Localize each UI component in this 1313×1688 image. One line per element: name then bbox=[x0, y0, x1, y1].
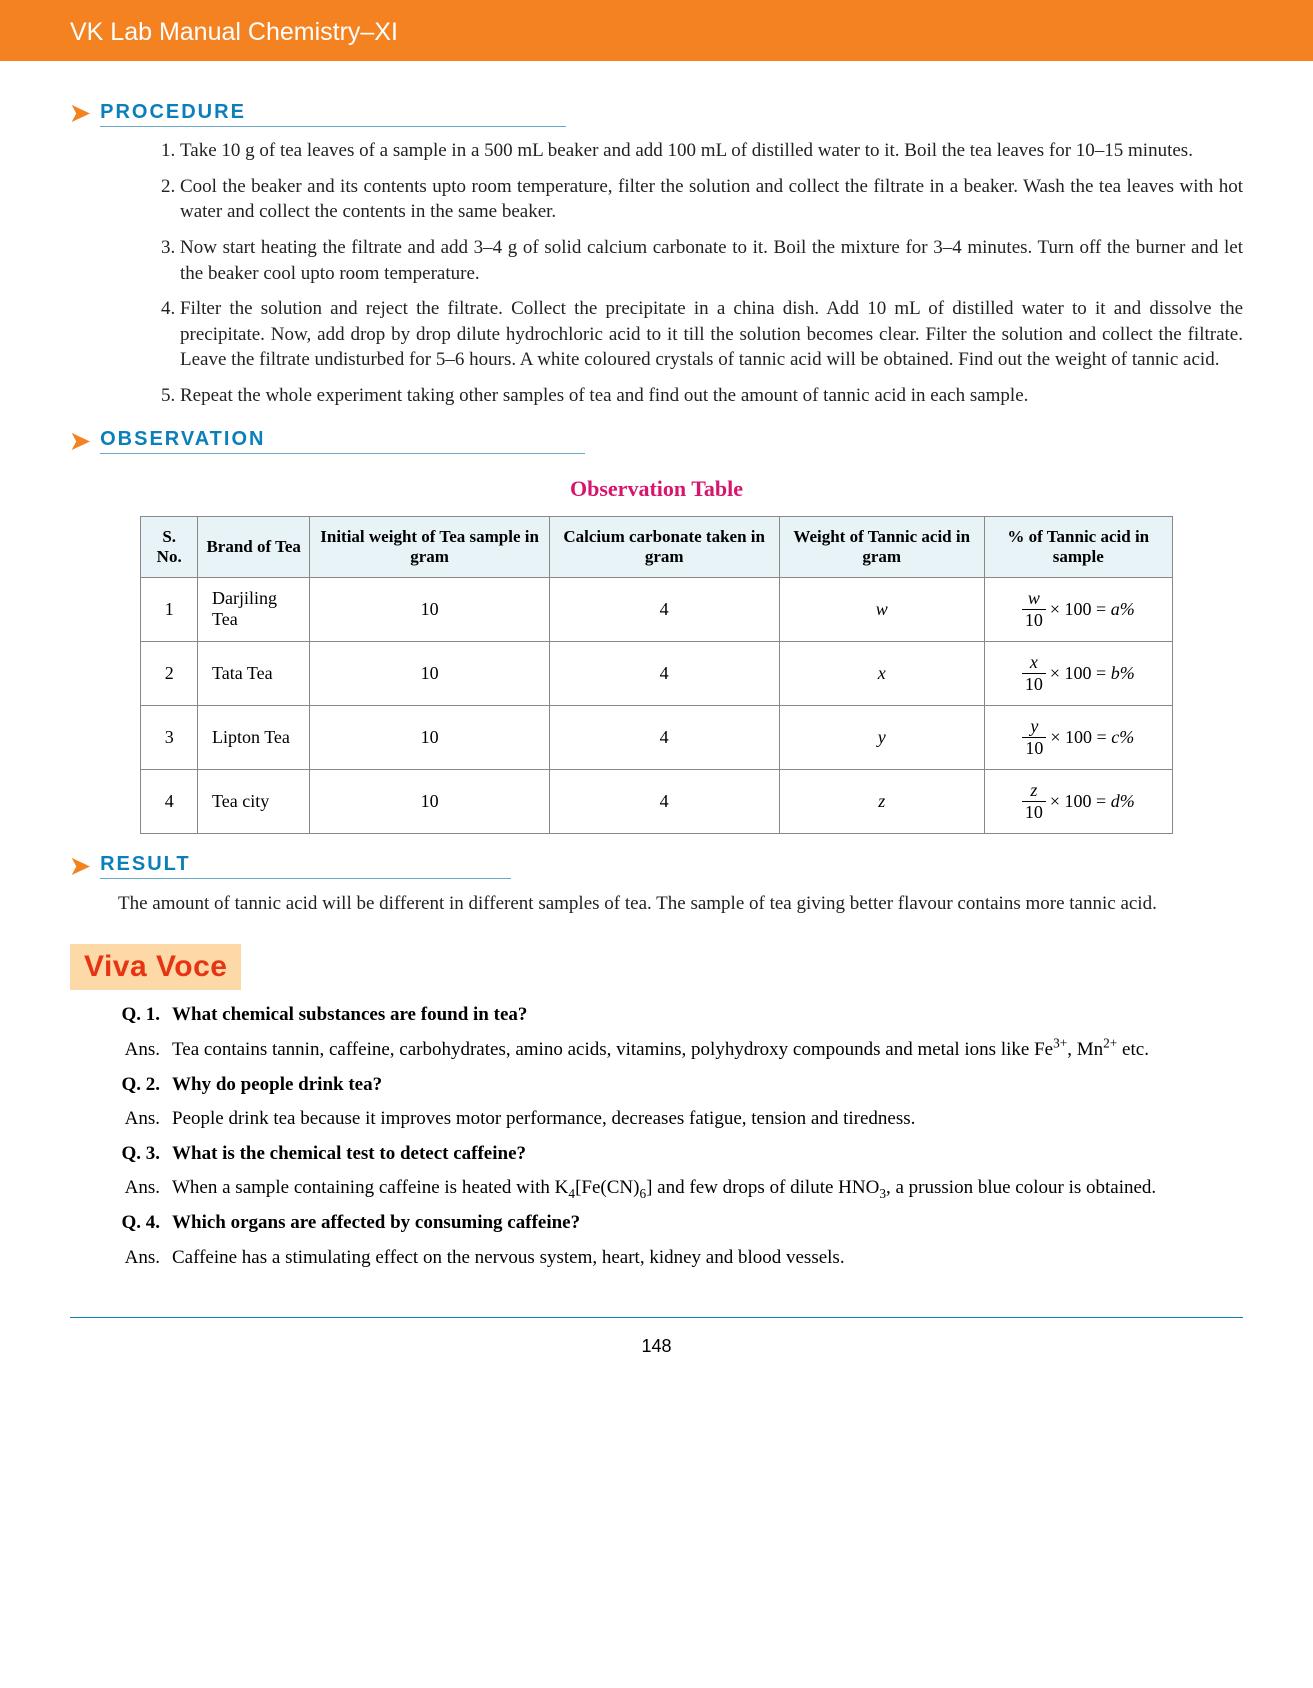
q-text: What chemical substances are found in te… bbox=[172, 1002, 1243, 1029]
q-label: Q. 3. bbox=[110, 1141, 172, 1168]
cell-cacarb: 4 bbox=[549, 577, 779, 641]
cell-percent: w10× 100 = a% bbox=[984, 577, 1172, 641]
observation-heading: ➤ OBSERVATION bbox=[70, 427, 1243, 456]
cell-cacarb: 4 bbox=[549, 769, 779, 833]
page-header: VK Lab Manual Chemistry–XI bbox=[0, 0, 1313, 61]
cell-initial: 10 bbox=[310, 577, 550, 641]
q-label: Q. 2. bbox=[110, 1072, 172, 1099]
result-heading: ➤ RESULT bbox=[70, 852, 1243, 881]
col-brand: Brand of Tea bbox=[198, 516, 310, 577]
observation-table-title: Observation Table bbox=[70, 476, 1243, 502]
table-header-row: S. No. Brand of Tea Initial weight of Te… bbox=[141, 516, 1172, 577]
q-text: Why do people drink tea? bbox=[172, 1072, 1243, 1099]
viva-question-row: Q. 4.Which organs are affected by consum… bbox=[110, 1210, 1243, 1237]
arrow-icon: ➤ bbox=[70, 99, 90, 128]
header-title: VK Lab Manual Chemistry–XI bbox=[70, 18, 398, 46]
cell-sno: 4 bbox=[141, 769, 198, 833]
cell-initial: 10 bbox=[310, 641, 550, 705]
procedure-step: Now start heating the filtrate and add 3… bbox=[180, 235, 1243, 286]
procedure-heading-text: PROCEDURE bbox=[100, 101, 566, 127]
procedure-list: Take 10 g of tea leaves of a sample in a… bbox=[70, 138, 1243, 409]
ans-text: When a sample containing caffeine is hea… bbox=[172, 1175, 1243, 1202]
cell-weight: w bbox=[779, 577, 984, 641]
arrow-icon: ➤ bbox=[70, 427, 90, 456]
observation-table: S. No. Brand of Tea Initial weight of Te… bbox=[140, 516, 1172, 834]
cell-sno: 3 bbox=[141, 705, 198, 769]
cell-brand: Lipton Tea bbox=[198, 705, 310, 769]
ans-text: People drink tea because it improves mot… bbox=[172, 1106, 1243, 1133]
cell-weight: x bbox=[779, 641, 984, 705]
result-heading-text: RESULT bbox=[100, 853, 511, 879]
cell-cacarb: 4 bbox=[549, 641, 779, 705]
viva-answer-row: Ans.When a sample containing caffeine is… bbox=[110, 1175, 1243, 1202]
ans-text: Caffeine has a stimulating effect on the… bbox=[172, 1245, 1243, 1272]
q-text: Which organs are affected by consuming c… bbox=[172, 1210, 1243, 1237]
result-text: The amount of tannic acid will be differ… bbox=[118, 891, 1243, 917]
procedure-heading: ➤ PROCEDURE bbox=[70, 99, 1243, 128]
q-label: Q. 4. bbox=[110, 1210, 172, 1237]
observation-heading-text: OBSERVATION bbox=[100, 428, 585, 454]
col-percent: % of Tannic acid in sample bbox=[984, 516, 1172, 577]
viva-question-row: Q. 1.What chemical substances are found … bbox=[110, 1002, 1243, 1029]
ans-label: Ans. bbox=[110, 1175, 172, 1202]
col-weight: Weight of Tannic acid in gram bbox=[779, 516, 984, 577]
cell-brand: Tata Tea bbox=[198, 641, 310, 705]
viva-answer-row: Ans.Tea contains tannin, caffeine, carbo… bbox=[110, 1037, 1243, 1064]
q-label: Q. 1. bbox=[110, 1002, 172, 1029]
cell-sno: 1 bbox=[141, 577, 198, 641]
page-content: ➤ PROCEDURE Take 10 g of tea leaves of a… bbox=[0, 61, 1313, 1289]
q-text: What is the chemical test to detect caff… bbox=[172, 1141, 1243, 1168]
procedure-step: Cool the beaker and its contents upto ro… bbox=[180, 174, 1243, 225]
cell-percent: y10× 100 = c% bbox=[984, 705, 1172, 769]
cell-sno: 2 bbox=[141, 641, 198, 705]
cell-weight: z bbox=[779, 769, 984, 833]
page-number: 148 bbox=[0, 1318, 1313, 1397]
cell-initial: 10 bbox=[310, 705, 550, 769]
cell-percent: z10× 100 = d% bbox=[984, 769, 1172, 833]
procedure-step: Take 10 g of tea leaves of a sample in a… bbox=[180, 138, 1243, 164]
col-cacarb: Calcium carbonate taken in gram bbox=[549, 516, 779, 577]
table-row: 1Darjiling Tea104ww10× 100 = a% bbox=[141, 577, 1172, 641]
viva-answer-row: Ans.People drink tea because it improves… bbox=[110, 1106, 1243, 1133]
procedure-step: Filter the solution and reject the filtr… bbox=[180, 296, 1243, 373]
cell-percent: x10× 100 = b% bbox=[984, 641, 1172, 705]
col-initial: Initial weight of Tea sample in gram bbox=[310, 516, 550, 577]
cell-weight: y bbox=[779, 705, 984, 769]
arrow-icon: ➤ bbox=[70, 852, 90, 881]
ans-label: Ans. bbox=[110, 1106, 172, 1133]
viva-question-row: Q. 2.Why do people drink tea? bbox=[110, 1072, 1243, 1099]
col-sno: S. No. bbox=[141, 516, 198, 577]
table-row: 4Tea city104zz10× 100 = d% bbox=[141, 769, 1172, 833]
viva-question-row: Q. 3.What is the chemical test to detect… bbox=[110, 1141, 1243, 1168]
ans-label: Ans. bbox=[110, 1037, 172, 1064]
ans-text: Tea contains tannin, caffeine, carbohydr… bbox=[172, 1037, 1243, 1064]
ans-label: Ans. bbox=[110, 1245, 172, 1272]
viva-qa-block: Q. 1.What chemical substances are found … bbox=[110, 1002, 1243, 1271]
viva-answer-row: Ans.Caffeine has a stimulating effect on… bbox=[110, 1245, 1243, 1272]
cell-cacarb: 4 bbox=[549, 705, 779, 769]
table-row: 3Lipton Tea104yy10× 100 = c% bbox=[141, 705, 1172, 769]
procedure-step: Repeat the whole experiment taking other… bbox=[180, 383, 1243, 409]
cell-brand: Darjiling Tea bbox=[198, 577, 310, 641]
viva-voce-heading: Viva Voce bbox=[70, 944, 241, 990]
table-row: 2Tata Tea104xx10× 100 = b% bbox=[141, 641, 1172, 705]
cell-initial: 10 bbox=[310, 769, 550, 833]
cell-brand: Tea city bbox=[198, 769, 310, 833]
